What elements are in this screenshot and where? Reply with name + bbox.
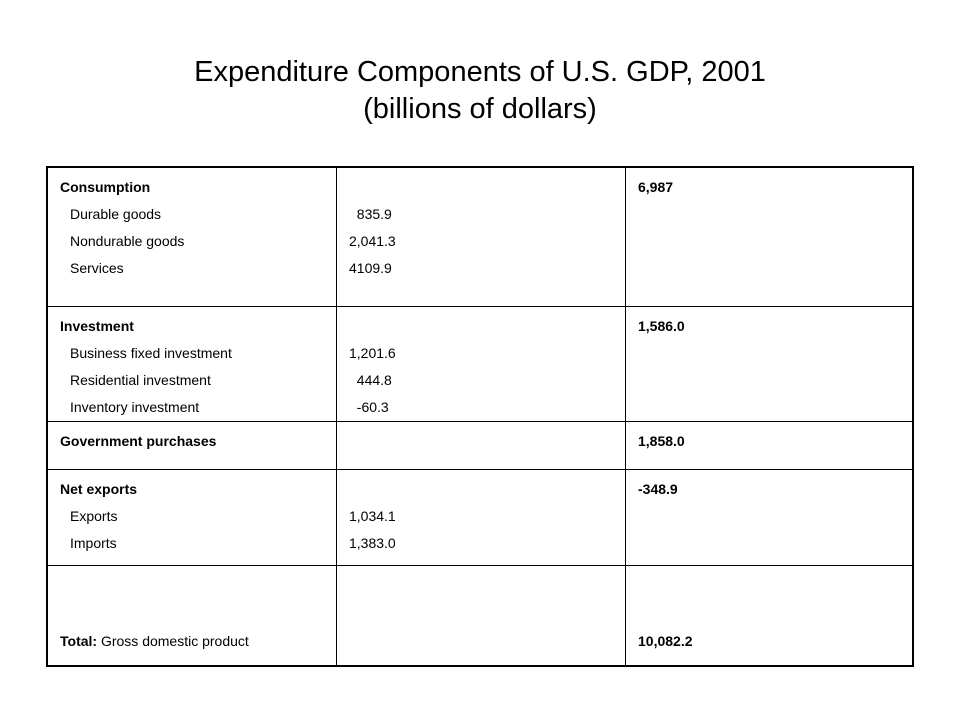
category-cell: Investment Business fixed investment Res…	[46, 305, 337, 422]
slide-title: Expenditure Components of U.S. GDP, 2001	[194, 56, 766, 88]
category-cell: Consumption Durable goods Nondurable goo…	[46, 166, 337, 307]
category-cell: Net exports Exports Imports	[46, 468, 337, 566]
category-cell: Government purchases	[46, 420, 337, 470]
gdp-components-table: Consumption Durable goods Nondurable goo…	[46, 166, 914, 667]
category-heading: Consumption	[60, 179, 151, 195]
category-total-cell: -348.9	[625, 468, 914, 566]
component-value: 4109.9	[349, 260, 392, 276]
category-total-cell: 1,858.0	[625, 420, 914, 470]
component-label: Inventory investment	[70, 398, 200, 415]
table-row-net-exports: Net exports Exports Imports 1,034.1 1,38…	[46, 468, 914, 566]
component-value: 1,034.1	[349, 507, 396, 524]
component-value: 444.8	[356, 371, 392, 388]
component-values-cell	[336, 564, 626, 667]
component-values-cell	[336, 420, 626, 470]
category-total-cell: 1,586.0	[625, 305, 914, 422]
category-total: 1,586.0	[638, 317, 685, 334]
component-label: Imports	[70, 534, 117, 551]
component-label: Business fixed investment	[70, 344, 232, 361]
table-row-consumption: Consumption Durable goods Nondurable goo…	[46, 166, 914, 307]
component-label: Durable goods	[70, 206, 162, 222]
total-label: Total: Gross domestic product	[60, 633, 249, 649]
gdp-total-cell: 10,082.2	[625, 564, 914, 667]
category-total-cell: 6,987	[625, 166, 914, 307]
category-total: -348.9	[638, 480, 678, 497]
component-label: Nondurable goods	[70, 233, 185, 249]
component-value: 835.9	[356, 206, 392, 222]
component-value: 1,201.6	[349, 344, 396, 361]
table-row-government: Government purchases 1,858.0	[46, 420, 914, 470]
component-values-cell: 1,201.6 444.8 -60.3	[336, 305, 626, 422]
component-values-cell: 1,034.1 1,383.0	[336, 468, 626, 566]
component-value: 1,383.0	[349, 534, 396, 551]
category-total: 1,858.0	[638, 432, 685, 449]
total-label-cell: Total: Gross domestic product	[46, 564, 337, 667]
category-heading: Investment	[60, 317, 134, 334]
component-values-cell: 835.9 2,041.3 4109.9	[336, 166, 626, 307]
category-total: 6,987	[638, 179, 674, 195]
component-label: Exports	[70, 507, 118, 524]
table-row-total: Total: Gross domestic product 10,082.2	[46, 564, 914, 667]
gdp-total-value: 10,082.2	[638, 633, 693, 649]
slide-subtitle: (billions of dollars)	[363, 93, 597, 125]
component-value: -60.3	[356, 398, 389, 415]
component-value: 2,041.3	[349, 233, 396, 249]
component-label: Residential investment	[70, 371, 211, 388]
table-row-investment: Investment Business fixed investment Res…	[46, 305, 914, 422]
category-heading: Net exports	[60, 480, 138, 497]
category-heading: Government purchases	[60, 432, 217, 449]
component-label: Services	[70, 260, 124, 276]
